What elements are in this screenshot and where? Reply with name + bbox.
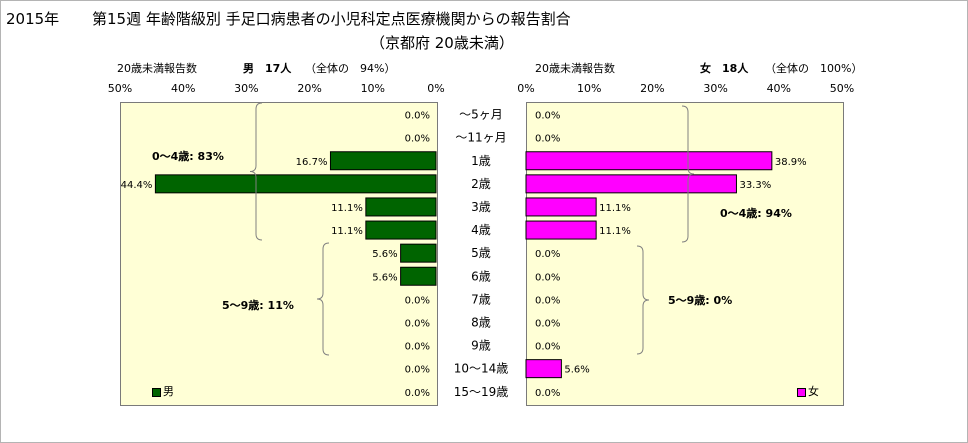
male-value-label: 0.0%	[405, 295, 430, 306]
male-axis-tick: 0%	[427, 82, 444, 95]
male-legend: 男	[152, 383, 174, 399]
female-bar	[525, 174, 737, 194]
male-axis-tick: 50%	[108, 82, 132, 95]
male-value-label: 0.0%	[405, 111, 430, 122]
male-group-label-0-4: 0～4歳: 83%	[152, 150, 224, 163]
male-bracket-5-9	[316, 242, 330, 356]
female-value-label: 11.1%	[599, 203, 631, 214]
category-label: 1歳	[471, 154, 491, 168]
male-count: 男 17人	[243, 62, 292, 75]
male-bar	[365, 220, 437, 240]
male-value-label: 11.1%	[331, 203, 363, 214]
male-axis-tick: 10%	[361, 82, 385, 95]
female-value-label: 0.0%	[535, 318, 560, 329]
category-label: 15～19歳	[454, 385, 509, 399]
female-axis-tick: 50%	[830, 82, 854, 95]
male-bar	[400, 266, 437, 286]
female-axis-tick: 30%	[703, 82, 727, 95]
category-label: 10～14歳	[454, 362, 509, 376]
category-label: 9歳	[471, 339, 491, 353]
male-value-label: 5.6%	[372, 272, 397, 283]
male-bar	[154, 174, 437, 194]
female-legend-swatch	[797, 387, 806, 397]
male-value-label: 0.0%	[405, 388, 430, 399]
female-value-label: 0.0%	[535, 342, 560, 353]
male-value-label: 0.0%	[405, 365, 430, 376]
female-bracket-5-9	[636, 245, 650, 355]
male-bar	[365, 197, 437, 217]
chart-subtitle: （京都府 20歳未満）	[370, 34, 514, 52]
female-group-label-0-4: 0～4歳: 94%	[720, 207, 792, 220]
female-value-label: 11.1%	[599, 226, 631, 237]
female-panel-subtitle: 20歳未満報告数	[535, 62, 615, 75]
category-label: ～5ヶ月	[459, 108, 503, 122]
chart-year: 2015年	[6, 10, 60, 28]
female-bar	[525, 220, 597, 240]
female-value-label: 0.0%	[535, 134, 560, 145]
category-label: 2歳	[471, 177, 491, 191]
category-label: 8歳	[471, 315, 491, 329]
male-panel-subtitle: 20歳未満報告数	[117, 62, 197, 75]
female-bracket-0-4	[681, 105, 695, 243]
male-axis-tick: 40%	[171, 82, 195, 95]
female-legend-label: 女	[808, 385, 819, 398]
category-label: 3歳	[471, 200, 491, 214]
male-value-label: 44.4%	[121, 180, 153, 191]
male-value-label: 0.0%	[405, 318, 430, 329]
male-value-label: 16.7%	[296, 157, 328, 168]
female-value-label: 0.0%	[535, 388, 560, 399]
category-label: 7歳	[471, 292, 491, 306]
male-value-label: 11.1%	[331, 226, 363, 237]
female-value-label: 0.0%	[535, 272, 560, 283]
category-label: ～11ヶ月	[455, 131, 506, 145]
female-value-label: 33.3%	[739, 180, 771, 191]
female-group-label-5-9: 5～9歳: 0%	[668, 294, 733, 307]
female-bar	[525, 197, 597, 217]
female-value-label: 0.0%	[535, 249, 560, 260]
category-label: 5歳	[471, 246, 491, 260]
male-group-label-5-9: 5～9歳: 11%	[222, 299, 294, 312]
female-bar	[525, 359, 562, 379]
male-legend-label: 男	[163, 385, 174, 398]
female-bar	[525, 151, 773, 171]
chart-title: 第15週 年齢階級別 手足口病患者の小児科定点医療機関からの報告割合	[92, 10, 571, 28]
female-value-label: 0.0%	[535, 295, 560, 306]
male-axis-tick: 20%	[297, 82, 321, 95]
category-label: 6歳	[471, 269, 491, 283]
male-value-label: 5.6%	[372, 249, 397, 260]
male-legend-swatch	[152, 387, 161, 397]
female-share: （全体の 100%）	[765, 62, 863, 75]
male-value-label: 0.0%	[405, 134, 430, 145]
female-axis-tick: 0%	[517, 82, 534, 95]
male-share: （全体の 94%）	[305, 62, 396, 75]
category-label: 4歳	[471, 223, 491, 237]
female-value-label: 5.6%	[564, 365, 589, 376]
female-value-label: 38.9%	[775, 157, 807, 168]
female-value-label: 0.0%	[535, 111, 560, 122]
female-legend: 女	[797, 383, 819, 399]
male-value-label: 0.0%	[405, 342, 430, 353]
male-axis-tick: 30%	[234, 82, 258, 95]
male-bracket-0-4	[249, 102, 263, 241]
male-bar	[400, 243, 437, 263]
female-count: 女 18人	[700, 62, 749, 75]
female-axis-tick: 40%	[767, 82, 791, 95]
female-axis-tick: 10%	[577, 82, 601, 95]
female-axis-tick: 20%	[640, 82, 664, 95]
male-bar	[329, 151, 437, 171]
